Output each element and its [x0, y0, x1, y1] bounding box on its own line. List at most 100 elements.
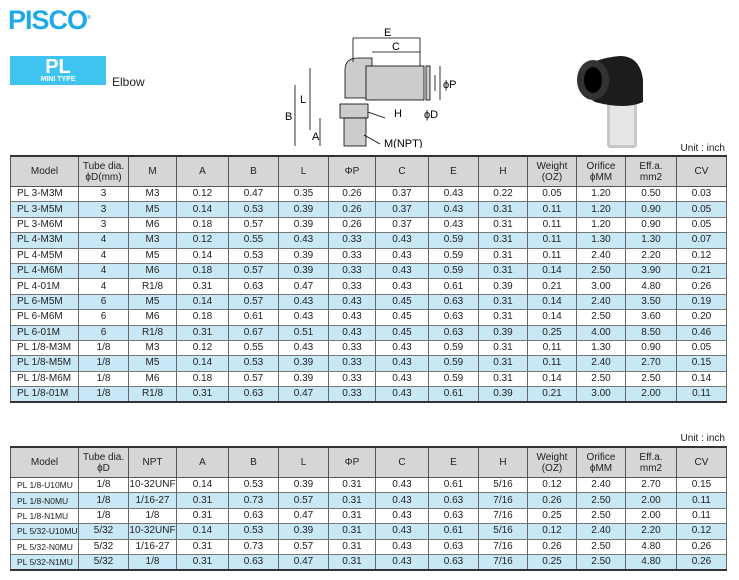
- column-header: Tube dia. ϕD: [78, 446, 129, 478]
- value-cell: 0.18: [176, 262, 229, 280]
- value-cell: 3: [78, 186, 129, 202]
- pisco-logo: PISCO®: [8, 5, 91, 35]
- value-cell: 7/16: [478, 492, 528, 509]
- value-cell: 1.30: [576, 340, 626, 356]
- value-cell: R1/8: [128, 324, 177, 341]
- value-cell: 0.31: [176, 386, 229, 404]
- column-header: H: [478, 446, 528, 478]
- value-cell: 0.63: [428, 309, 479, 326]
- svg-text:M(NPT): M(NPT): [384, 138, 423, 148]
- value-cell: 0.14: [176, 201, 229, 218]
- value-cell: 2.20: [625, 523, 677, 540]
- value-cell: 0.53: [228, 523, 279, 540]
- value-cell: 0.31: [478, 293, 528, 311]
- value-cell: 0.14: [176, 248, 229, 264]
- value-cell: 0.07: [676, 232, 727, 249]
- value-cell: 0.55: [228, 340, 279, 356]
- value-cell: 0.14: [527, 309, 577, 326]
- value-cell: 0.43: [328, 324, 376, 341]
- column-header: NPT: [128, 446, 177, 478]
- spec-table-metric: Model Tube dia. ϕD(mm) M A B L ΦP C E H Weight (OZ…: [10, 155, 727, 404]
- column-header: ΦP: [328, 446, 376, 478]
- model-cell: PL 3-M3M: [10, 186, 79, 202]
- value-cell: 4.80: [625, 553, 677, 572]
- value-cell: 0.12: [527, 477, 577, 493]
- model-cell: PL 4-M3M: [10, 232, 79, 249]
- value-cell: 3.60: [625, 309, 677, 326]
- value-cell: 0.39: [278, 217, 329, 233]
- value-cell: 0.31: [328, 477, 376, 493]
- table-row: PL 4-M5M 4 M5 0.14 0.53 0.39 0.33 0.43 0.59 0.31 0…: [10, 248, 727, 264]
- value-cell: 0.43: [375, 262, 429, 280]
- value-cell: 0.12: [176, 340, 229, 356]
- value-cell: 0.20: [676, 309, 727, 326]
- column-header: C: [375, 446, 429, 478]
- value-cell: 0.31: [478, 248, 528, 264]
- value-cell: 0.31: [176, 553, 229, 572]
- model-cell: PL 5/32-U10MU: [10, 523, 79, 540]
- value-cell: 0.05: [527, 186, 577, 202]
- value-cell: 0.18: [176, 309, 229, 326]
- value-cell: 2.50: [625, 371, 677, 387]
- value-cell: 0.31: [176, 492, 229, 509]
- value-cell: 0.43: [375, 232, 429, 249]
- column-header: Weight (OZ): [527, 446, 577, 478]
- model-cell: PL 3-M5M: [10, 201, 79, 218]
- value-cell: 0.12: [527, 523, 577, 540]
- value-cell: 0.31: [176, 278, 229, 295]
- svg-text:E: E: [384, 28, 391, 39]
- value-cell: 0.47: [278, 508, 329, 524]
- column-header: H: [478, 155, 528, 187]
- table-row: PL 1/8-N0MU 1/8 1/16-27 0.31 0.73 0.57 0.31 0.4…: [10, 492, 727, 509]
- value-cell: 2.00: [625, 492, 677, 509]
- value-cell: 0.57: [228, 293, 279, 311]
- value-cell: 10-32UNF: [128, 523, 177, 540]
- value-cell: 2.40: [576, 293, 626, 311]
- value-cell: 0.39: [278, 201, 329, 218]
- value-cell: R1/8: [128, 386, 177, 404]
- column-header: Model: [10, 446, 79, 478]
- value-cell: 0.59: [428, 371, 479, 387]
- value-cell: 0.63: [428, 492, 479, 509]
- table-row: PL 3-M5M 3 M5 0.14 0.53 0.39 0.26 0.37 0.43 0.31 0…: [10, 201, 727, 218]
- value-cell: M6: [128, 371, 177, 387]
- value-cell: M5: [128, 355, 177, 372]
- value-cell: 4: [78, 278, 129, 295]
- table-row: PL 4-M3M 4 M3 0.12 0.55 0.43 0.33 0.43 0.59 0.31 0…: [10, 232, 727, 249]
- column-header: Eff.a. mm2: [625, 155, 677, 187]
- column-header: ΦP: [328, 155, 376, 187]
- value-cell: 2.40: [576, 355, 626, 372]
- value-cell: 0.15: [676, 477, 727, 493]
- value-cell: 0.12: [676, 248, 727, 264]
- value-cell: 0.61: [428, 386, 479, 404]
- value-cell: 0.63: [428, 508, 479, 524]
- value-cell: 0.14: [527, 293, 577, 311]
- value-cell: 0.21: [527, 386, 577, 404]
- model-cell: PL 1/8-U10MU: [10, 477, 79, 493]
- unit-label-2: Unit : inch: [680, 433, 725, 444]
- table-row: PL 4-M6M 4 M6 0.18 0.57 0.39 0.33 0.43 0.59 0.31 0…: [10, 262, 727, 280]
- value-cell: 2.50: [576, 492, 626, 509]
- value-cell: M5: [128, 201, 177, 218]
- value-cell: 0.31: [328, 508, 376, 524]
- value-cell: M5: [128, 248, 177, 264]
- value-cell: 0.63: [228, 508, 279, 524]
- value-cell: 0.14: [176, 523, 229, 540]
- value-cell: 3: [78, 201, 129, 218]
- svg-text:L: L: [300, 94, 306, 106]
- column-header: L: [278, 155, 329, 187]
- table-row: PL 6-M5M 6 M5 0.14 0.57 0.43 0.43 0.45 0.63 0.31 0…: [10, 293, 727, 311]
- value-cell: M3: [128, 186, 177, 202]
- value-cell: 0.33: [328, 248, 376, 264]
- value-cell: 0.73: [228, 492, 279, 509]
- value-cell: M6: [128, 262, 177, 280]
- value-cell: 5/16: [478, 477, 528, 493]
- product-photo: [577, 56, 643, 148]
- value-cell: 0.31: [328, 539, 376, 555]
- value-cell: 2.70: [625, 477, 677, 493]
- value-cell: 0.26: [328, 186, 376, 202]
- value-cell: 3.90: [625, 262, 677, 280]
- value-cell: 0.26: [676, 539, 727, 555]
- value-cell: 0.31: [478, 309, 528, 326]
- value-cell: 4.80: [625, 539, 677, 555]
